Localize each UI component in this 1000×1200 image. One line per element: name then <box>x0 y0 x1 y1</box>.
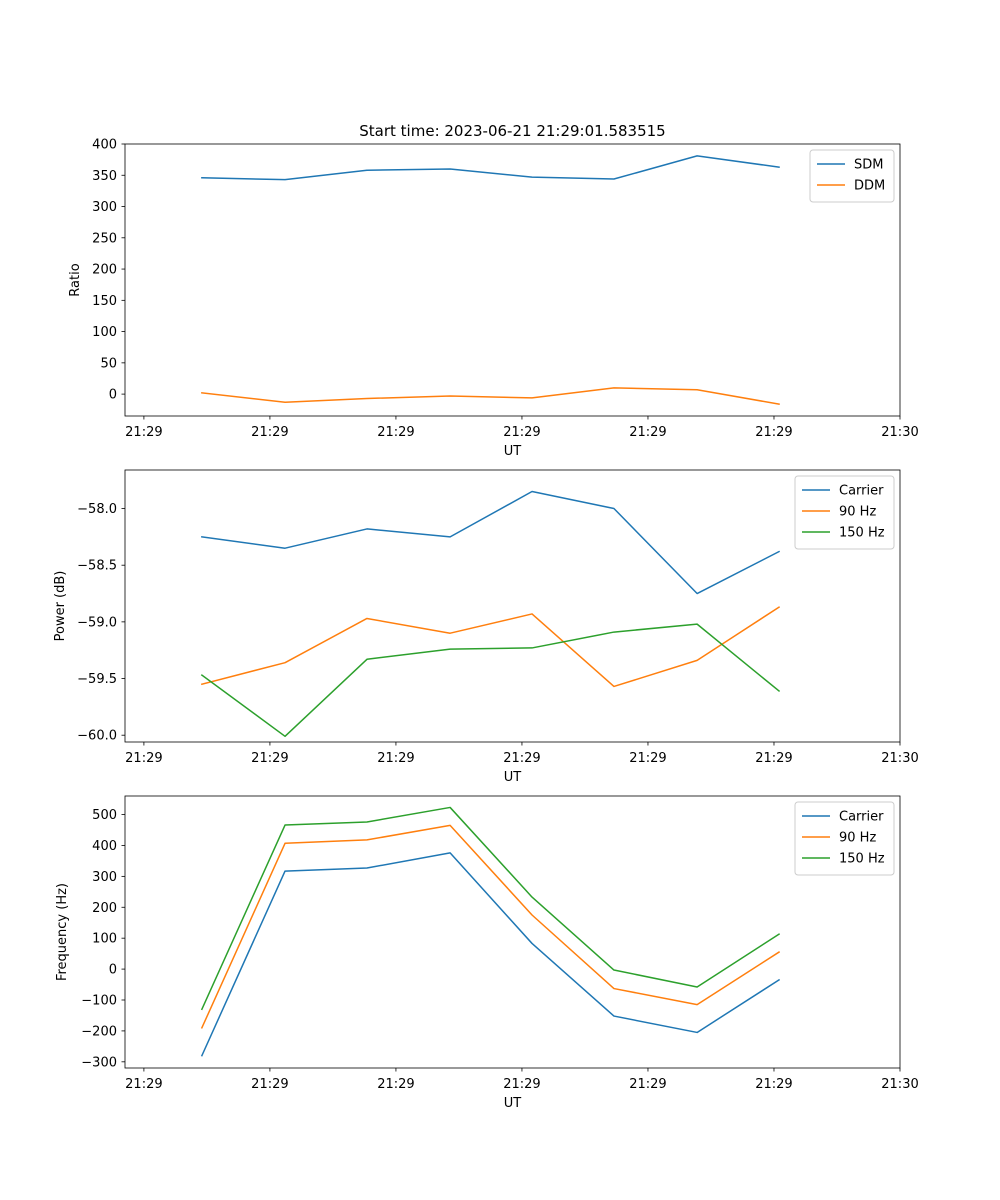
y-tick-label: −200 <box>81 1024 117 1039</box>
series-line-ratio-1 <box>201 387 780 405</box>
series-line-power-0 <box>201 490 781 595</box>
x-axis-label: UT <box>504 770 522 785</box>
y-tick-label: 400 <box>92 138 117 153</box>
x-tick-label: 21:29 <box>629 1077 666 1092</box>
x-axis-label: UT <box>504 1096 522 1111</box>
y-axis-label: Frequency (Hz) <box>55 883 70 981</box>
legend-label: DDM <box>854 179 885 194</box>
legend-label: Carrier <box>839 810 884 825</box>
x-tick-label: 21:29 <box>503 425 540 440</box>
axes-frame <box>124 143 901 417</box>
y-axis-label: Ratio <box>68 263 83 296</box>
x-tick-label: 21:29 <box>125 1077 162 1092</box>
y-tick-label: 400 <box>92 839 117 854</box>
x-tick-label: 21:29 <box>629 425 666 440</box>
axes-frame <box>124 795 901 1069</box>
y-tick-label: −58.0 <box>77 502 117 517</box>
y-tick-label: 100 <box>92 932 117 947</box>
x-tick-label: 21:30 <box>881 751 918 766</box>
legend-box <box>809 149 895 203</box>
y-tick-label: −60.0 <box>77 729 117 744</box>
panel-power: 21:29 21:29 21:29 21:29 21:29 21:29 21:30 −60.0… <box>53 469 919 785</box>
x-tick-label: 21:29 <box>125 425 162 440</box>
x-tick-label: 21:29 <box>377 1077 414 1092</box>
y-tick-label: 150 <box>92 294 117 309</box>
legend-box <box>794 801 895 876</box>
x-tick-label: 21:29 <box>503 751 540 766</box>
series-line-frequency-2 <box>200 806 781 1011</box>
legend-label: Carrier <box>839 484 884 499</box>
legend-label: 150 Hz <box>839 852 885 867</box>
x-tick-label: 21:29 <box>377 425 414 440</box>
x-axis-label: UT <box>504 444 522 459</box>
series-line-ratio-0 <box>201 155 780 181</box>
legend-label: 90 Hz <box>839 505 876 520</box>
x-tick-label: 21:29 <box>755 425 792 440</box>
panel-frequency: 21:29 21:29 21:29 21:29 21:29 21:29 21:30 −300 −… <box>55 795 919 1111</box>
legend-label: 90 Hz <box>839 831 876 846</box>
series-line-power-1 <box>200 606 781 688</box>
y-tick-label: 300 <box>92 200 117 215</box>
y-tick-label: −59.0 <box>77 615 117 630</box>
series-line-frequency-1 <box>200 824 781 1029</box>
figure-title: Start time: 2023-06-21 21:29:01.583515 <box>359 122 665 140</box>
legend-label: SDM <box>854 158 883 173</box>
y-tick-label: −300 <box>81 1055 117 1070</box>
axes-frame <box>124 469 901 743</box>
y-tick-label: 300 <box>92 870 117 885</box>
y-tick-label: 500 <box>92 808 117 823</box>
y-tick-label: 200 <box>92 901 117 916</box>
x-tick-label: 21:29 <box>503 1077 540 1092</box>
y-tick-label: 200 <box>92 263 117 278</box>
x-tick-label: 21:30 <box>881 425 918 440</box>
x-tick-label: 21:29 <box>755 1077 792 1092</box>
y-tick-label: 0 <box>109 963 117 978</box>
series-line-frequency-0 <box>200 852 781 1057</box>
y-axis-label: Power (dB) <box>53 571 68 642</box>
series-line-power-2 <box>200 623 781 738</box>
y-tick-label: 350 <box>92 169 117 184</box>
x-tick-label: 21:29 <box>251 1077 288 1092</box>
x-tick-label: 21:29 <box>125 751 162 766</box>
panel-ratio: 21:29 21:29 21:29 21:29 21:29 21:29 21:30 0 50 10… <box>68 138 919 460</box>
y-tick-label: −58.5 <box>77 559 117 574</box>
y-tick-label: 50 <box>100 356 117 371</box>
x-tick-label: 21:29 <box>629 751 666 766</box>
x-tick-label: 21:30 <box>881 1077 918 1092</box>
legend-label: 150 Hz <box>839 526 885 541</box>
y-tick-label: −100 <box>81 994 117 1009</box>
y-tick-label: 0 <box>109 388 117 403</box>
x-tick-label: 21:29 <box>251 751 288 766</box>
y-tick-label: 250 <box>92 231 117 246</box>
y-tick-label: 100 <box>92 325 117 340</box>
y-tick-label: −59.5 <box>77 672 117 687</box>
x-tick-label: 21:29 <box>251 425 288 440</box>
legend-box <box>794 475 895 550</box>
x-tick-label: 21:29 <box>377 751 414 766</box>
x-tick-label: 21:29 <box>755 751 792 766</box>
